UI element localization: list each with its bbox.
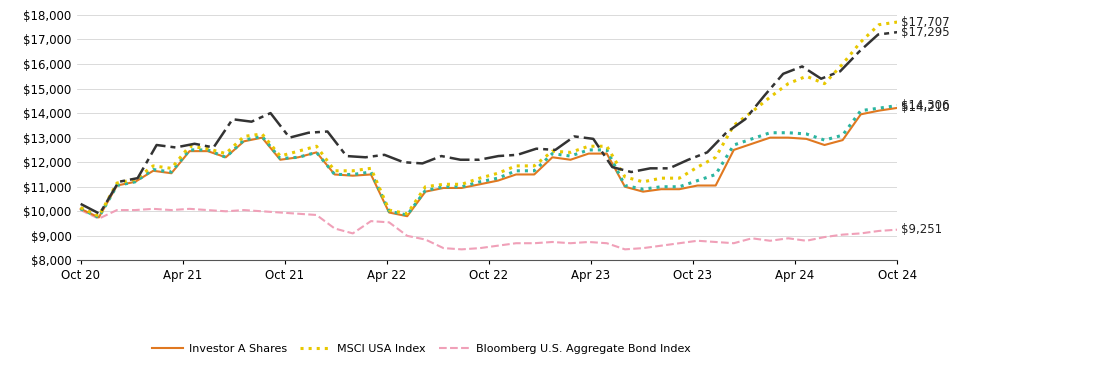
Text: $14,306: $14,306 <box>901 99 950 112</box>
Text: $14,210: $14,210 <box>901 102 950 115</box>
Text: $9,251: $9,251 <box>901 223 942 236</box>
Text: $17,295: $17,295 <box>901 26 950 39</box>
Text: $17,707: $17,707 <box>901 16 950 29</box>
